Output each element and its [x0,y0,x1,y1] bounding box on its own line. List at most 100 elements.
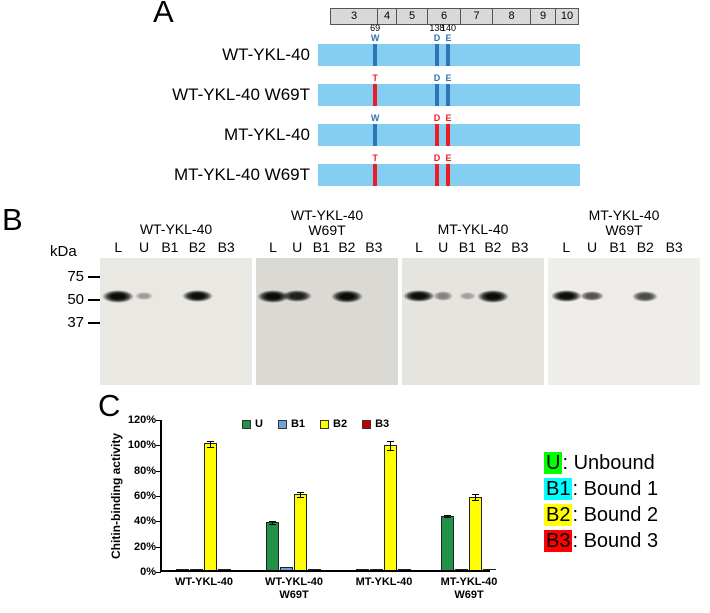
bar-group [441,420,497,570]
lane-label-B3: B3 [365,239,383,255]
residue-letter: W [370,33,380,43]
x-category-label: WT-YKL-40 [159,576,249,589]
panel-c-label: C [98,388,121,423]
legend-item-B2: B2 [320,418,347,430]
construct-bar [318,44,580,66]
x-category-line: WT-YKL-40 [174,576,234,588]
lane-label-B2: B2 [338,239,356,255]
bar-B1 [280,567,293,570]
residue-tick-140 [446,84,451,106]
x-category-line: MT-YKL-40 [440,576,498,588]
y-tick-label: 120% [127,414,156,426]
residue-letter: W [370,113,380,123]
legend-swatch [242,419,251,429]
lane-label-L: L [114,239,123,255]
error-bar [444,514,451,519]
legend-item-B1: B1 [277,418,306,430]
residue-letter: E [445,33,452,43]
legend-swatch [362,419,372,429]
exon-box-4: 4 [378,8,397,25]
exon-box-9: 9 [531,8,556,25]
blot-image [256,258,398,385]
construct-bar [318,164,580,186]
y-tick-mark [156,445,161,447]
blot-title-line: MT-YKL-40 [588,207,660,223]
exon-box-10: 10 [556,8,579,25]
blot-title-line: W69T [308,222,346,238]
y-tick-label: 0% [140,566,156,578]
side-legend-key: B3 [544,530,573,552]
exon-box-6: 6 [428,8,461,25]
residue-letter: E [445,113,452,123]
bar-U [176,568,189,570]
lane-label-U: U [438,239,449,255]
lane-label-L: L [415,239,423,255]
side-legend-item: B2: Bound 2 [544,502,658,528]
construct-name: WT-YKL-40 W69T [172,85,310,104]
residue-number: 138 [429,23,445,33]
side-legend-item: B3: Bound 3 [544,528,658,554]
side-legend: U: Unbound B1: Bound 1 B2: Bound 2 B3: Boun… [544,450,658,554]
side-legend-key: B2 [544,504,573,526]
lane-label-B3: B3 [665,239,683,255]
y-tick-mark [156,572,161,573]
legend-label: U [255,418,263,430]
bar-B3 [483,569,496,570]
y-tick-label: 100% [127,439,156,452]
x-category-line: WT-YKL-40 [264,576,324,588]
construct-name: MT-YKL-40 W69T [173,165,310,184]
residue-number: 140 [440,23,456,33]
y-tick-mark [156,470,161,472]
side-legend-item: U: Unbound [544,450,658,476]
chart-legend: U B1 B2 B3 [242,418,389,430]
protein-band [476,289,509,303]
protein-band [433,291,454,301]
legend-label: B3 [375,418,390,430]
bar-B3 [308,569,321,570]
lane-label-B2: B2 [188,239,206,255]
bar-U [356,568,369,570]
legend-item-B3: B3 [362,418,389,430]
mw-tick [88,299,101,301]
mw-tick [88,322,101,324]
legend-label: B2 [333,418,348,430]
exon-box-7: 7 [461,8,493,25]
side-legend-text: : Unbound [562,452,655,474]
residue-letter: D [433,113,441,123]
lane-label-B3: B3 [217,239,235,255]
bar-B2 [204,440,217,570]
residue-letter: D [433,33,441,43]
construct-name: WT-YKL-40 [222,45,310,64]
bar-U [441,514,454,570]
residue-tick-138 [434,84,439,106]
bar-B1 [455,568,468,570]
blot-image [402,258,544,385]
legend-label: B1 [290,418,306,430]
protein-band [330,289,363,303]
blot-image [548,258,700,385]
construct-name: MT-YKL-40 [224,125,310,144]
residue-letter: T [372,73,378,83]
residue-tick-69 [373,164,378,186]
x-category-line: W69T [454,589,484,601]
y-tick-mark [156,521,161,523]
error-bar [387,440,394,451]
lane-label-L: L [562,239,571,255]
bar-B2 [469,493,482,570]
blot-title: WT-YKL-40 [100,222,252,237]
lane-label-B2: B2 [636,239,654,255]
panel-b-label: B [2,202,23,237]
side-legend-text: : Bound 3 [572,530,659,552]
mw-label-50: 50 [67,291,84,308]
y-tick-label: 60% [133,490,156,502]
blot-title-line: MT-YKL-40 [437,221,509,237]
error-bar [472,493,479,502]
residue-letter: D [433,73,441,83]
protein-band [579,290,605,302]
bar-group [356,420,412,570]
protein-band [135,291,154,301]
bar-B1 [190,569,203,570]
residue-tick-138 [434,164,439,186]
mw-label-37: 37 [67,314,84,331]
